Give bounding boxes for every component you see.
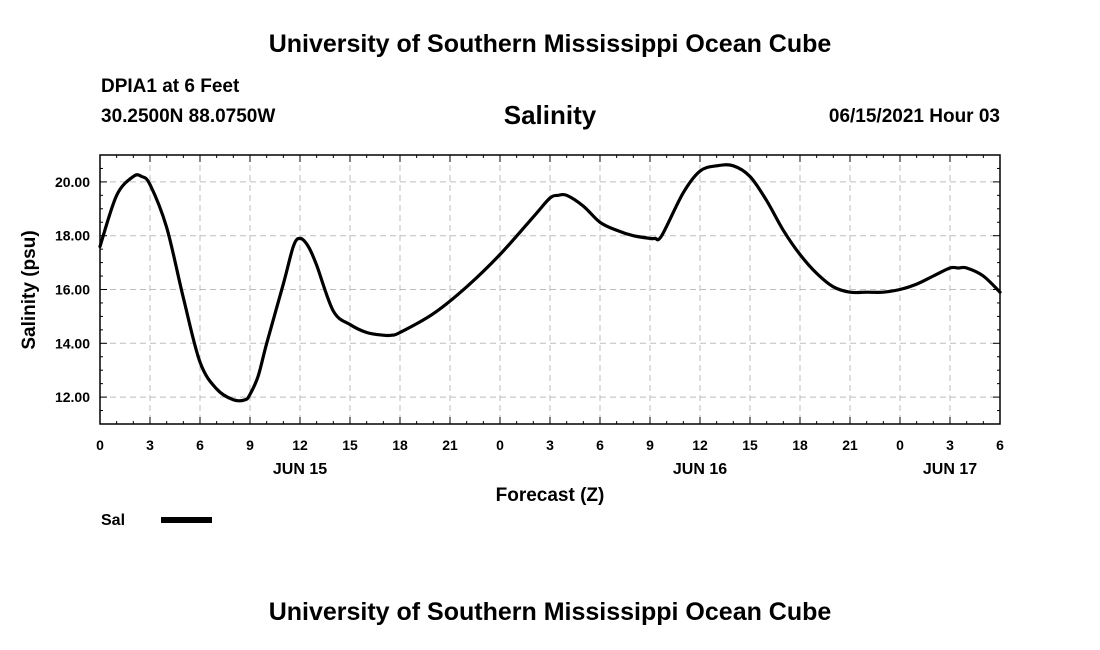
station-label: DPIA1 at 6 Feet (101, 76, 240, 97)
x-tick-label: 3 (546, 437, 554, 453)
grid-lines (100, 155, 1000, 424)
x-tick-label: 0 (496, 437, 504, 453)
day-label: JUN 15 (273, 461, 327, 478)
station-coordinates: 30.2500N 88.0750W (101, 106, 276, 127)
x-tick-label: 12 (692, 437, 708, 453)
x-tick-label: 18 (392, 437, 408, 453)
x-tick-label: 18 (792, 437, 808, 453)
y-tick-label: 14.00 (55, 335, 90, 351)
x-tick-label: 15 (342, 437, 358, 453)
page-title-bottom: University of Southern Mississippi Ocean… (268, 598, 832, 626)
plot-frame (99, 154, 1001, 425)
x-tick-label: 15 (742, 437, 758, 453)
day-label: JUN 16 (673, 461, 727, 478)
day-label: JUN 17 (923, 461, 977, 478)
y-tick-label: 20.00 (55, 174, 90, 190)
y-tick-label: 12.00 (55, 389, 90, 405)
forecast-datetime: 06/15/2021 Hour 03 (828, 106, 1000, 127)
y-axis-title: Salinity (psu) (19, 230, 40, 349)
x-tick-label: 3 (146, 437, 154, 453)
y-tick-label: 16.00 (55, 282, 90, 298)
legend-label: Sal (101, 512, 125, 529)
series-line-sal (98, 163, 1002, 403)
x-tick-label: 6 (196, 437, 204, 453)
x-tick-label: 0 (896, 437, 904, 453)
x-tick-label: 9 (646, 437, 654, 453)
x-tick-label: 0 (96, 437, 104, 453)
x-tick-label: 12 (292, 437, 308, 453)
x-tick-label: 6 (596, 437, 604, 453)
x-tick-label: 9 (246, 437, 254, 453)
series-layer (98, 163, 1002, 403)
x-tick-label: 6 (996, 437, 1004, 453)
chart-title: Salinity (503, 100, 597, 130)
x-tick-label: 21 (842, 437, 858, 453)
y-tick-label: 18.00 (55, 228, 90, 244)
axis-labels: 0 3 6 9 12 15 18 21 0 3 6 9 12 15 18 21 0 3 6 JUN 15 JUN 16 J… (55, 174, 1004, 478)
page-title-top: University of Southern Mississippi Ocean… (268, 30, 832, 58)
x-axis-title: Forecast (Z) (496, 485, 605, 506)
x-tick-label: 21 (442, 437, 458, 453)
x-tick-label: 3 (946, 437, 954, 453)
